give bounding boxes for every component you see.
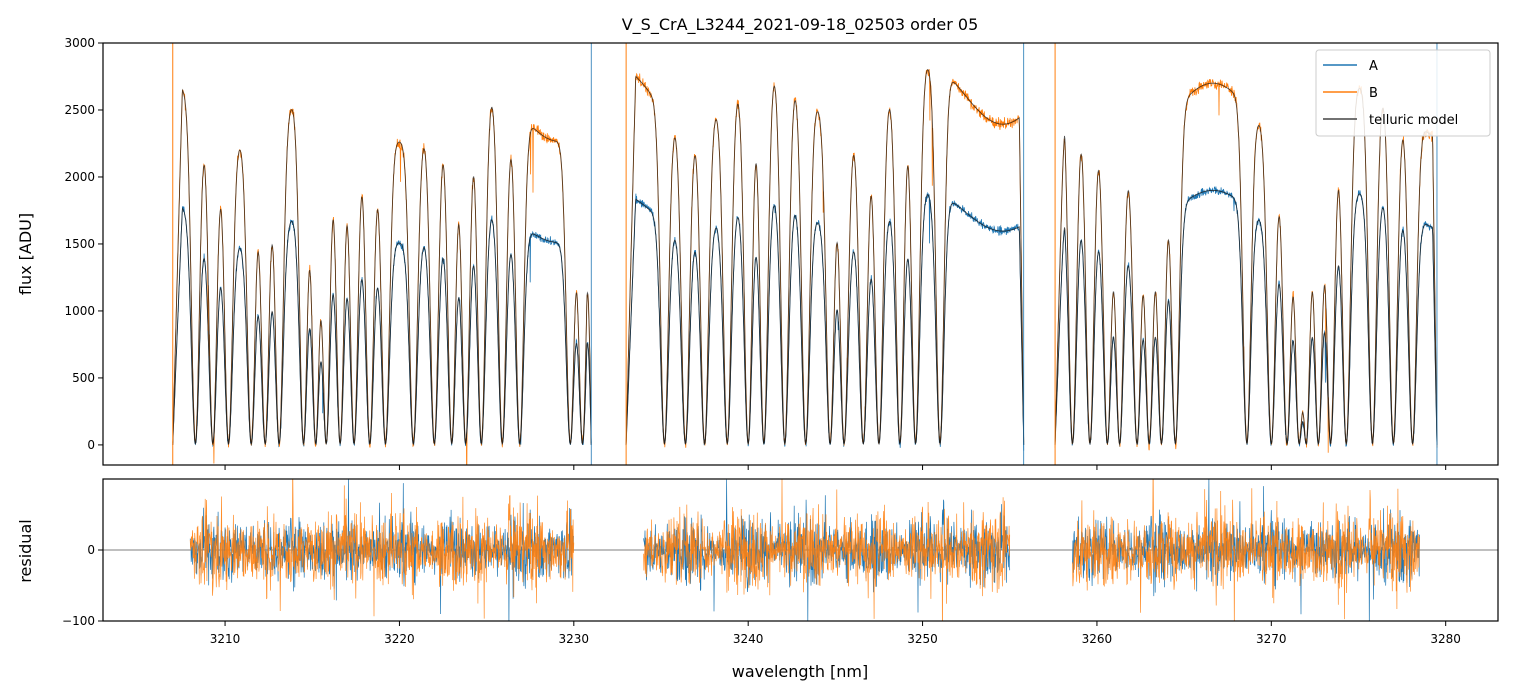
legend-label-a: A bbox=[1369, 59, 1378, 74]
residual-y-ticks: −100 0 bbox=[62, 543, 103, 628]
legend-label-model: telluric model bbox=[1369, 113, 1458, 128]
x-tick-label: 3210 bbox=[210, 632, 241, 646]
residual-plot-area bbox=[103, 479, 1498, 621]
residual-b-line bbox=[643, 479, 1011, 621]
x-tick-label: 3220 bbox=[384, 632, 415, 646]
residual-y-tick-label: 0 bbox=[87, 543, 95, 557]
flux-axes-frame bbox=[102, 42, 1499, 466]
telluric-model-line-b bbox=[172, 88, 592, 446]
telluric-model-line-a bbox=[1054, 189, 1438, 446]
x-tick-label: 3260 bbox=[1082, 632, 1113, 646]
flux-x-ticks bbox=[224, 465, 1447, 470]
flux-y-tick-label: 2500 bbox=[64, 103, 95, 117]
x-axis-label: wavelength [nm] bbox=[732, 662, 869, 681]
flux-plot-area bbox=[172, 43, 1438, 465]
flux-y-tick-label: 1500 bbox=[64, 237, 95, 251]
flux-y-tick-label: 3000 bbox=[64, 36, 95, 50]
residual-y-tick-label: −100 bbox=[62, 614, 95, 628]
x-tick-label: 3280 bbox=[1430, 632, 1461, 646]
series-a-line bbox=[1054, 186, 1438, 448]
x-tick-label: 3270 bbox=[1256, 632, 1287, 646]
flux-y-tick-label: 2000 bbox=[64, 170, 95, 184]
residual-x-ticks: 3210 3220 3230 3240 3250 3260 3270 3280 bbox=[210, 621, 1461, 646]
residual-ylabel: residual bbox=[16, 519, 35, 582]
legend-box bbox=[1315, 49, 1491, 137]
flux-panel: 0 500 1000 1500 2000 2500 3000 flux [ADU] A B … bbox=[16, 36, 1499, 470]
telluric-model-line-a bbox=[625, 194, 1025, 446]
flux-y-tick-label: 1000 bbox=[64, 304, 95, 318]
flux-y-ticks: 0 500 1000 1500 2000 2500 3000 bbox=[64, 36, 103, 452]
residual-a-line bbox=[1072, 479, 1420, 621]
legend-label-b: B bbox=[1369, 86, 1378, 101]
x-tick-label: 3230 bbox=[559, 632, 590, 646]
flux-y-tick-label: 500 bbox=[72, 371, 95, 385]
chart-title: V_S_CrA_L3244_2021-09-18_02503 order 05 bbox=[622, 15, 979, 35]
x-tick-label: 3250 bbox=[907, 632, 938, 646]
x-tick-label: 3240 bbox=[733, 632, 764, 646]
flux-ylabel: flux [ADU] bbox=[16, 213, 35, 295]
residual-b-line bbox=[189, 479, 575, 619]
telluric-model-line-b bbox=[1054, 82, 1438, 446]
flux-y-tick-label: 0 bbox=[87, 438, 95, 452]
telluric-model-line-b bbox=[625, 69, 1025, 446]
residual-b-line bbox=[1072, 479, 1420, 621]
residual-panel: −100 0 3210 3220 3230 3240 3250 3260 3270 3280 r… bbox=[16, 478, 1499, 646]
legend: A B telluric model bbox=[1315, 49, 1491, 137]
